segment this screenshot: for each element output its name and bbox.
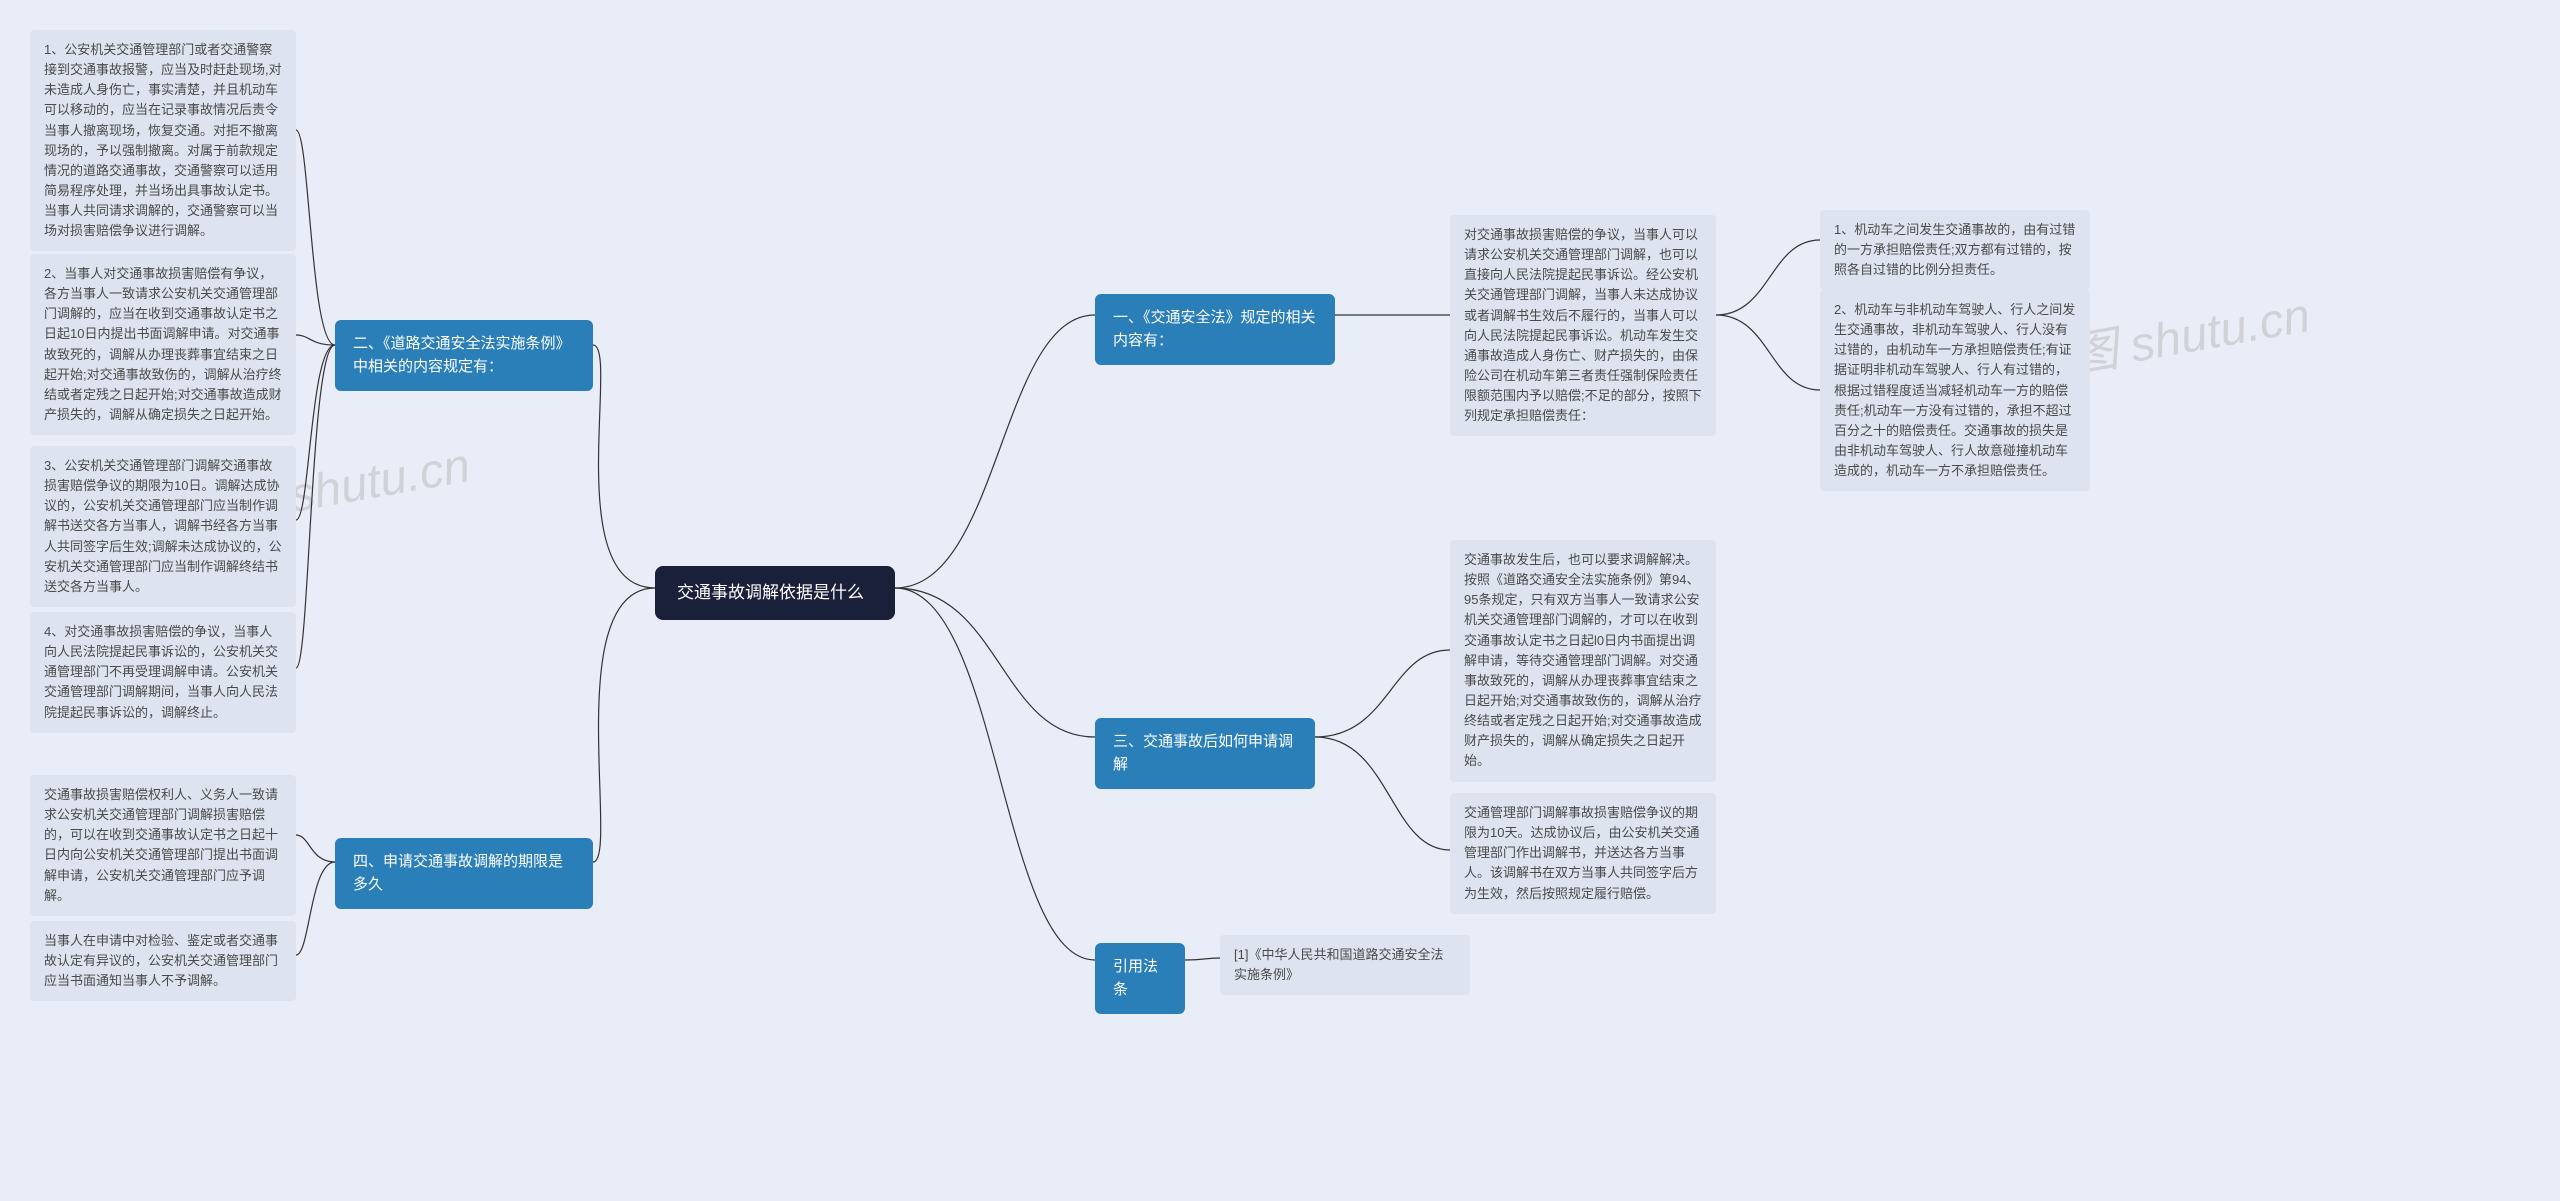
branch-5-leaf-1[interactable]: [1]《中华人民共和国道路交通安全法实施条例》: [1220, 935, 1470, 995]
branch-3-leaf-1[interactable]: 交通事故发生后，也可以要求调解解决。按照《道路交通安全法实施条例》第94、95条…: [1450, 540, 1716, 782]
branch-1[interactable]: 一、《交通安全法》规定的相关内容有：: [1095, 294, 1335, 365]
center-node[interactable]: 交通事故调解依据是什么: [655, 566, 895, 620]
branch-4-leaf-1[interactable]: 交通事故损害赔偿权利人、义务人一致请求公安机关交通管理部门调解损害赔偿的，可以在…: [30, 775, 296, 916]
branch-1-leaf-1-sub-1[interactable]: 1、机动车之间发生交通事故的，由有过错的一方承担赔偿责任;双方都有过错的，按照各…: [1820, 210, 2090, 290]
branch-2-leaf-1[interactable]: 1、公安机关交通管理部门或者交通警察接到交通事故报警，应当及时赶赴现场,对未造成…: [30, 30, 296, 251]
branch-3[interactable]: 三、交通事故后如何申请调解: [1095, 718, 1315, 789]
branch-5[interactable]: 引用法条: [1095, 943, 1185, 1014]
branch-2[interactable]: 二、《道路交通安全法实施条例》中相关的内容规定有：: [335, 320, 593, 391]
branch-4-leaf-2[interactable]: 当事人在申请中对检验、鉴定或者交通事故认定有异议的，公安机关交通管理部门应当书面…: [30, 921, 296, 1001]
connector-lines: [0, 0, 2560, 1201]
branch-2-leaf-4[interactable]: 4、对交通事故损害赔偿的争议，当事人向人民法院提起民事诉讼的，公安机关交通管理部…: [30, 612, 296, 733]
branch-4[interactable]: 四、申请交通事故调解的期限是多久: [335, 838, 593, 909]
branch-2-leaf-2[interactable]: 2、当事人对交通事故损害赔偿有争议，各方当事人一致请求公安机关交通管理部门调解的…: [30, 254, 296, 435]
branch-3-leaf-2[interactable]: 交通管理部门调解事故损害赔偿争议的期限为10天。达成协议后，由公安机关交通管理部…: [1450, 793, 1716, 914]
branch-1-leaf-1[interactable]: 对交通事故损害赔偿的争议，当事人可以请求公安机关交通管理部门调解，也可以直接向人…: [1450, 215, 1716, 436]
branch-1-leaf-1-sub-2[interactable]: 2、机动车与非机动车驾驶人、行人之间发生交通事故，非机动车驾驶人、行人没有过错的…: [1820, 290, 2090, 491]
branch-2-leaf-3[interactable]: 3、公安机关交通管理部门调解交通事故损害赔偿争议的期限为10日。调解达成协议的，…: [30, 446, 296, 607]
